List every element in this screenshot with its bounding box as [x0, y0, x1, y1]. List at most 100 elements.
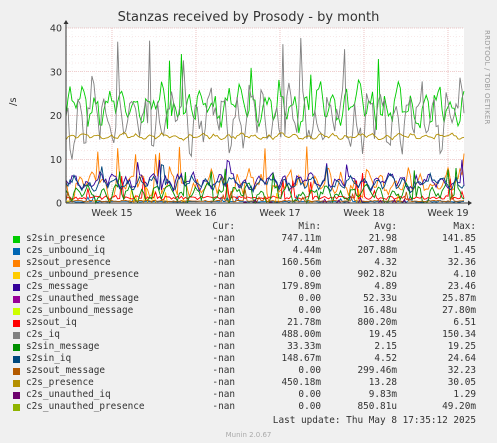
y-tick-label: 0: [56, 199, 62, 210]
series-line-c2s_message: [65, 159, 465, 193]
series-line-s2sin_message: [65, 167, 465, 205]
legend-min: 450.18m: [281, 377, 321, 388]
legend-row: c2s_unbound_iq -nan 4.44m 207.88m 1.45: [0, 245, 497, 257]
x-tick-label: Week 15: [91, 208, 132, 219]
series-line-s2sout_presence: [65, 146, 465, 204]
legend-min: 0.00: [298, 269, 321, 280]
legend-min: 4.44m: [292, 245, 321, 256]
x-tick-label: Week 18: [343, 208, 384, 219]
legend-col-avg: Avg:: [374, 221, 397, 232]
legend-avg: 850.81u: [357, 401, 397, 412]
series-line-c2s_iq: [65, 37, 465, 160]
legend-cur: -nan: [212, 365, 235, 376]
legend-avg: 800.20m: [357, 317, 397, 328]
legend-swatch: [13, 236, 20, 243]
x-axis-arrow: [468, 200, 472, 206]
legend-avg: 207.88m: [357, 245, 397, 256]
legend-cur: -nan: [212, 245, 235, 256]
legend-swatch: [13, 344, 20, 351]
legend-series-name: c2s_unbound_iq: [26, 245, 106, 256]
legend-swatch: [13, 368, 20, 375]
legend-swatch: [13, 392, 20, 399]
legend-series-name: s2sin_message: [26, 341, 100, 352]
legend-avg: 902.82u: [357, 269, 397, 280]
legend-swatch: [13, 296, 20, 303]
legend-series-name: s2sin_presence: [26, 233, 106, 244]
legend-series-name: c2s_message: [26, 281, 89, 292]
legend-min: 0.00: [298, 293, 321, 304]
legend-max: 27.80m: [442, 305, 476, 316]
legend-row: s2sin_iq -nan 148.67m 4.52 24.64: [0, 353, 497, 365]
legend-cur: -nan: [212, 353, 235, 364]
munin-version: Munin 2.0.67: [225, 431, 272, 439]
legend-min: 0.00: [298, 365, 321, 376]
legend-avg: 21.98: [368, 233, 397, 244]
legend-avg: 9.83m: [368, 389, 397, 400]
legend-max: 6.51: [453, 317, 476, 328]
legend-min: 747.11m: [281, 233, 321, 244]
legend-row: c2s_iq -nan 488.00m 19.45 150.34: [0, 329, 497, 341]
legend-series-name: s2sout_iq: [26, 317, 77, 328]
legend-max: 1.45: [453, 245, 476, 256]
legend-swatch: [13, 260, 20, 267]
legend-max: 30.05: [447, 377, 476, 388]
legend-cur: -nan: [212, 317, 235, 328]
legend-row: s2sout_message -nan 0.00 299.46m 32.23: [0, 365, 497, 377]
legend-row: s2sin_message -nan 33.33m 2.15 19.25: [0, 341, 497, 353]
legend-max: 24.64: [447, 353, 476, 364]
legend-avg: 4.52: [374, 353, 397, 364]
legend-min: 160.56m: [281, 257, 321, 268]
x-tick-label: Week 17: [259, 208, 300, 219]
rrdtool-credit: RRDTOOL / TOBI OETIKER: [483, 30, 491, 125]
legend-series-name: c2s_presence: [26, 377, 94, 388]
legend-swatch: [13, 320, 20, 327]
legend-cur: -nan: [212, 341, 235, 352]
legend-min: 0.00: [298, 401, 321, 412]
legend-max: 49.20m: [442, 401, 476, 412]
legend-cur: -nan: [212, 329, 235, 340]
legend: Cur: Min: Avg: Max: s2sin_presence -nan 74…: [0, 221, 497, 413]
legend-min: 488.00m: [281, 329, 321, 340]
y-axis-label: /s: [8, 97, 19, 106]
last-update: Last update: Thu May 8 17:35:12 2025: [272, 415, 476, 426]
legend-avg: 52.33u: [363, 293, 397, 304]
legend-avg: 16.48u: [363, 305, 397, 316]
legend-cur: -nan: [212, 377, 235, 388]
legend-swatch: [13, 356, 20, 363]
legend-max: 4.10: [453, 269, 476, 280]
legend-row: c2s_unauthed_message -nan 0.00 52.33u 25.87m: [0, 293, 497, 305]
legend-swatch: [13, 332, 20, 339]
axes: 0 10 20 30 40 Week 15 Week 16 Week 17 Week 18 Wee…: [50, 20, 472, 219]
series-line-s2sin_iq: [65, 164, 465, 194]
legend-header: Cur: Min: Avg: Max:: [0, 221, 497, 233]
legend-row: c2s_unbound_message -nan 0.00 16.48u 27.80m: [0, 305, 497, 317]
legend-swatch: [13, 404, 20, 411]
legend-swatch: [13, 380, 20, 387]
legend-col-max: Max:: [453, 221, 476, 232]
legend-cur: -nan: [212, 305, 235, 316]
legend-row: s2sout_presence -nan 160.56m 4.32 32.36: [0, 257, 497, 269]
legend-row: c2s_unbound_presence -nan 0.00 902.82u 4.10: [0, 269, 497, 281]
legend-max: 32.36: [447, 257, 476, 268]
legend-avg: 299.46m: [357, 365, 397, 376]
legend-avg: 2.15: [374, 341, 397, 352]
legend-series-name: c2s_unauthed_message: [26, 293, 139, 304]
legend-cur: -nan: [212, 281, 235, 292]
legend-max: 150.34: [442, 329, 476, 340]
legend-avg: 4.89: [374, 281, 397, 292]
legend-series-name: s2sin_iq: [26, 353, 72, 364]
series-line-s2sout_message: [65, 189, 465, 203]
y-tick-label: 30: [50, 67, 62, 78]
legend-swatch: [13, 308, 20, 315]
legend-cur: -nan: [212, 293, 235, 304]
series-line-s2sin_presence: [65, 53, 465, 133]
legend-avg: 4.32: [374, 257, 397, 268]
chart-title: Stanzas received by Prosody - by month: [117, 10, 380, 25]
legend-min: 0.00: [298, 305, 321, 316]
legend-max: 25.87m: [442, 293, 476, 304]
legend-cur: -nan: [212, 233, 235, 244]
legend-max: 23.46: [447, 281, 476, 292]
legend-col-min: Min:: [298, 221, 321, 232]
legend-swatch: [13, 248, 20, 255]
